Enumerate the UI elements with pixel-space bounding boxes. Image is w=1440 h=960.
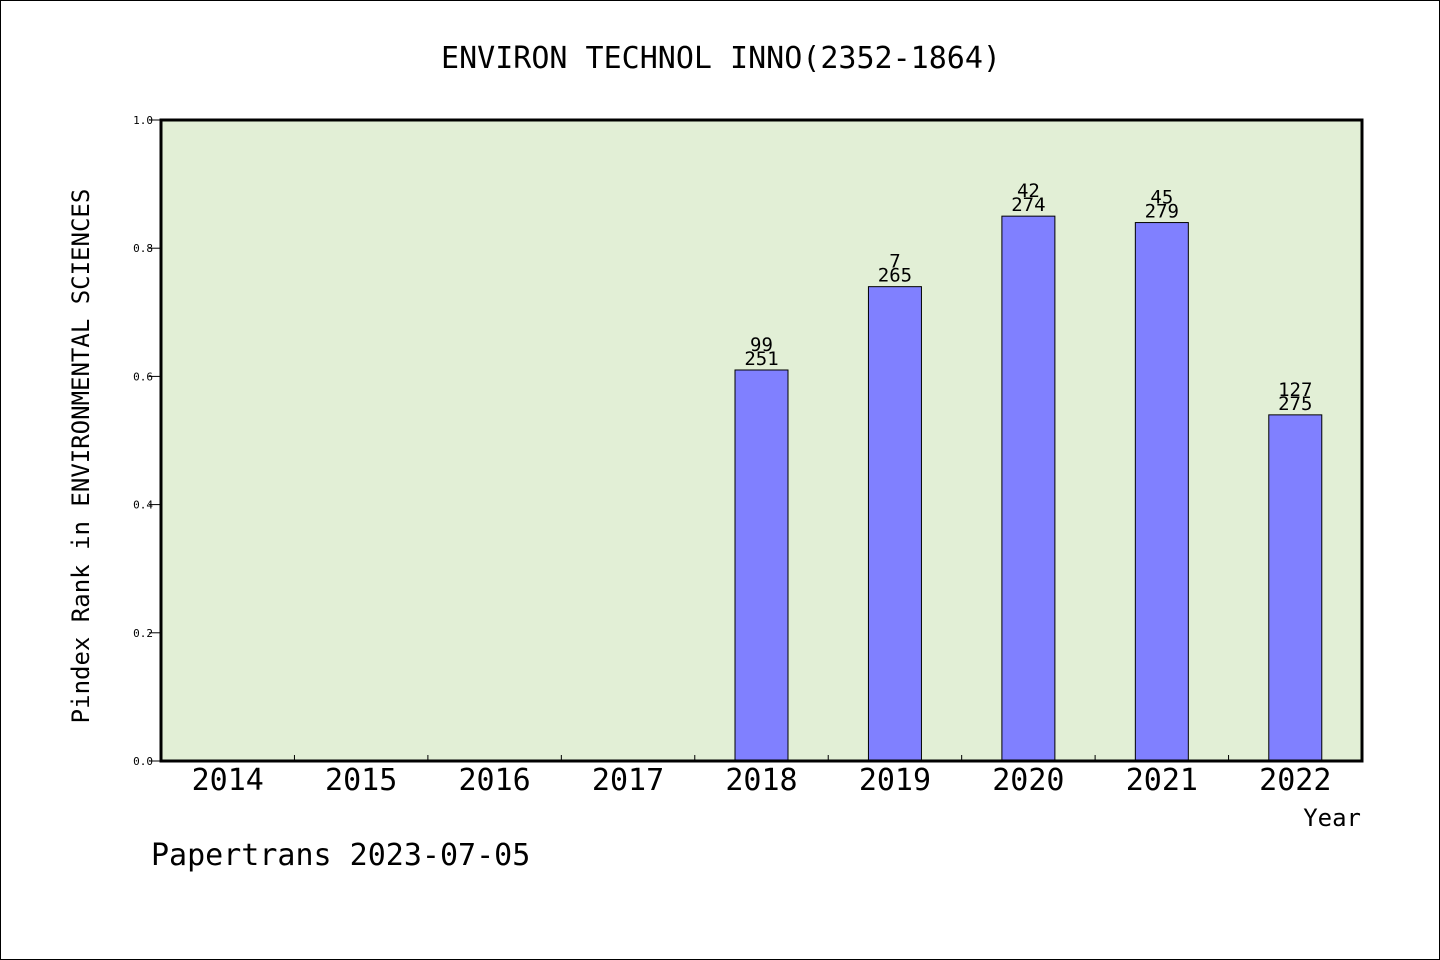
y-tick-label: 0.2 xyxy=(133,627,153,640)
x-tick-label-2016: 2016 xyxy=(458,763,530,798)
rank-label-2019: 7 xyxy=(889,251,900,273)
rank-label-2020: 42 xyxy=(1017,180,1040,202)
chart-title: ENVIRON TECHNOL INNO(2352-1864) xyxy=(441,41,1001,76)
y-tick-label: 0.6 xyxy=(133,370,153,383)
bars-layer xyxy=(734,215,1323,762)
plot-border xyxy=(159,118,1364,763)
x-tick-label-2017: 2017 xyxy=(592,763,664,798)
x-tick-label-2015: 2015 xyxy=(325,763,397,798)
x-tick-label-2022: 2022 xyxy=(1259,763,1331,798)
total-label-2021: 279 xyxy=(1145,201,1179,223)
x-tick-label-2019: 2019 xyxy=(859,763,931,798)
y-tick-label: 1.0 xyxy=(133,114,153,127)
x-tick-label-2018: 2018 xyxy=(725,763,797,798)
rank-label-2022: 127 xyxy=(1278,379,1312,401)
y-tick-label: 0.4 xyxy=(133,499,153,512)
total-label-2022: 275 xyxy=(1278,393,1312,415)
total-label-2020: 274 xyxy=(1011,194,1045,216)
y-axis-ticks: 0.0 0.2 0.4 0.6 0.8 1.0 xyxy=(133,114,161,768)
bar-2018 xyxy=(734,369,789,762)
x-axis-label: Year xyxy=(1303,804,1361,832)
rank-label-2018: 99 xyxy=(750,334,773,356)
x-axis-ticks: 2014 2015 2016 2017 2018 2019 2020 2021 2022 xyxy=(192,755,1331,798)
bar-2022 xyxy=(1268,414,1323,762)
y-axis-label: Pindex Rank in ENVIRONMENTAL SCIENCES xyxy=(67,189,95,724)
x-tick-label-2021: 2021 xyxy=(1126,763,1198,798)
y-tick-label: 0.8 xyxy=(133,242,153,255)
y-tick-label: 0.0 xyxy=(133,755,153,768)
total-label-2019: 265 xyxy=(878,265,912,287)
bar-2019 xyxy=(867,286,922,762)
bar-2020 xyxy=(1001,215,1056,762)
rank-label-2021: 45 xyxy=(1150,187,1173,209)
bar-2021 xyxy=(1134,222,1189,762)
footer-credit: Papertrans 2023-07-05 xyxy=(151,838,530,873)
x-tick-label-2020: 2020 xyxy=(992,763,1064,798)
x-tick-label-2014: 2014 xyxy=(192,763,264,798)
total-label-2018: 251 xyxy=(744,348,778,370)
